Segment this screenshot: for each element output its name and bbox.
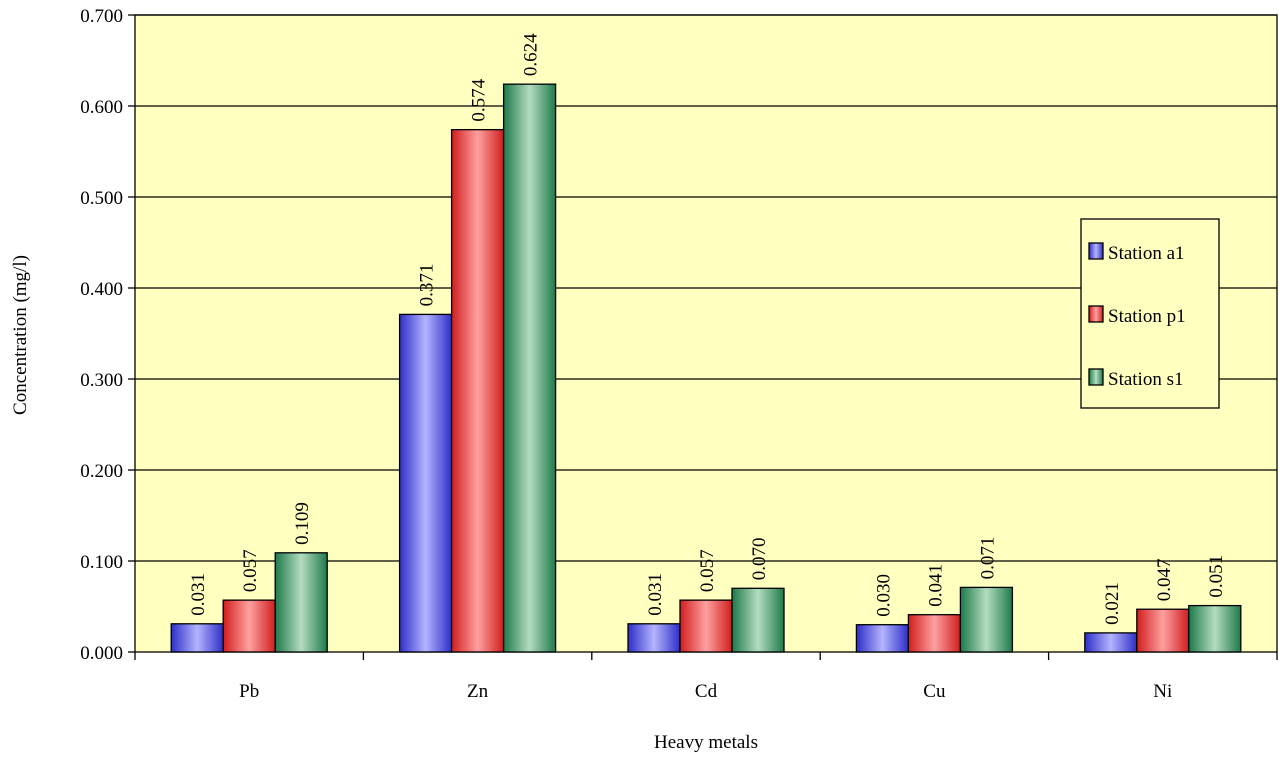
data-label: 0.371 [417,264,438,307]
data-label: 0.021 [1102,582,1123,625]
legend-swatch [1088,368,1104,386]
data-label: 0.041 [925,564,946,607]
y-axis-title: Concentration (mg/l) [10,255,31,415]
bar-station-a1-cu [855,624,910,653]
x-tick-label: Cu [923,681,946,702]
data-label: 0.057 [697,549,718,592]
x-tick-label: Zn [467,681,489,702]
data-label: 0.109 [292,502,313,545]
data-label: 0.051 [1206,555,1227,598]
bar-station-a1-pb [170,623,224,653]
y-tick-label: 0.500 [80,188,123,209]
y-tick-label: 0.700 [80,6,123,27]
bar-station-a1-cd [627,623,681,653]
data-label: 0.031 [188,573,209,616]
x-tick-label: Cd [695,681,718,702]
x-tick-label: Ni [1153,681,1172,702]
bar-station-a1-zn [398,313,453,653]
bar-station-p1-cd [679,599,733,653]
legend-label: Station s1 [1108,369,1183,390]
data-label: 0.574 [469,78,490,121]
data-label: 0.047 [1154,558,1175,601]
data-label: 0.031 [645,573,666,616]
bar-station-p1-cu [907,614,962,653]
legend-swatch [1088,242,1104,260]
legend-label: Station a1 [1108,243,1185,264]
y-tick-label: 0.300 [80,370,123,391]
legend-box [1080,218,1220,409]
bar-station-a1-ni [1084,632,1138,653]
bar-station-p1-ni [1136,608,1190,653]
y-tick-label: 0.200 [80,461,123,482]
bar-station-s1-ni [1188,604,1242,653]
bar-station-p1-pb [222,599,276,653]
bar-station-s1-zn [502,83,557,653]
x-tick-label: Pb [239,681,259,702]
data-label: 0.030 [873,574,894,617]
data-label: 0.070 [749,538,770,581]
bar-station-p1-zn [450,129,505,653]
bar-station-s1-cd [731,587,785,653]
data-label: 0.057 [240,549,261,592]
y-tick-label: 0.400 [80,279,123,300]
x-axis-title: Heavy metals [654,732,758,753]
legend-swatch [1088,305,1104,323]
legend: Station a1 Station p1 Station s1 [1080,218,1220,409]
y-tick-label: 0.000 [80,643,123,664]
bar-station-s1-cu [959,586,1014,653]
legend-label: Station p1 [1108,306,1186,327]
y-tick-label: 0.100 [80,552,123,573]
bar-station-s1-pb [274,552,328,653]
data-label: 0.624 [521,33,542,76]
y-tick-label: 0.600 [80,97,123,118]
data-label: 0.071 [977,537,998,580]
